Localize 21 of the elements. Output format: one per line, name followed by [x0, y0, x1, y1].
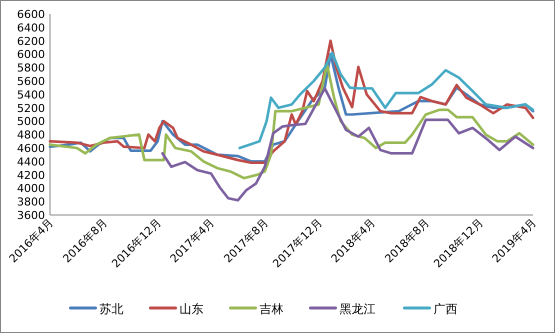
y-tick-label: 4000	[17, 182, 45, 196]
y-tick-label: 5000	[17, 115, 45, 128]
y-tick-label: 4600	[17, 142, 45, 155]
y-tick-label: 5800	[17, 62, 45, 75]
legend-label: 山东	[180, 302, 204, 316]
y-tick-label: 5400	[17, 88, 45, 102]
y-tick-label: 4400	[17, 155, 45, 168]
y-tick-label: 6200	[17, 34, 45, 48]
y-tick-label: 4800	[17, 128, 45, 142]
legend-label: 广西	[434, 302, 458, 316]
legend-label: 吉林	[260, 302, 284, 316]
y-tick-label: 4200	[17, 168, 45, 182]
y-tick-label: 6000	[17, 48, 45, 62]
legend-label: 苏北	[100, 302, 124, 316]
legend-label: 黑龙江	[340, 302, 376, 316]
y-tick-label: 6400	[17, 21, 45, 34]
y-tick-label: 5200	[17, 102, 45, 115]
y-tick-label: 3800	[17, 196, 45, 209]
y-tick-label: 5600	[17, 75, 45, 88]
y-tick-label: 6600	[17, 8, 45, 21]
y-tick-label: 3600	[17, 209, 45, 222]
